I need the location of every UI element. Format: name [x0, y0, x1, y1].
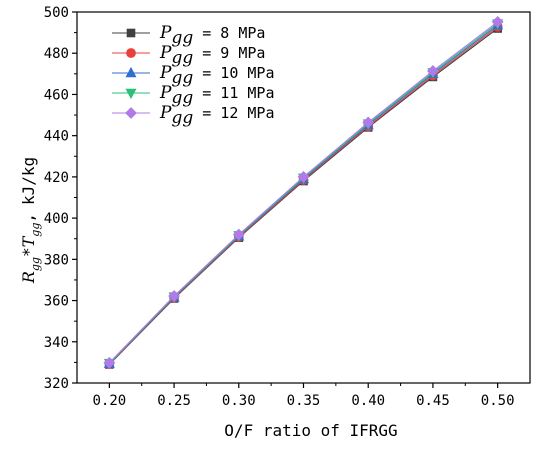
data-point [427, 65, 439, 77]
y-tick-label: 440 [44, 129, 69, 145]
legend-value: = 8 MPa [193, 24, 265, 42]
legend-marker [126, 48, 136, 58]
y-axis-r-symbol: R [19, 271, 38, 284]
legend-item-2: Pgg = 9 MPa [112, 43, 265, 68]
y-tick-label: 360 [44, 294, 69, 310]
legend-subscript: gg [171, 108, 193, 128]
data-point [297, 170, 310, 183]
legend-item-3: Pgg = 10 MPa [112, 63, 275, 88]
legend-value: = 10 MPa [193, 64, 274, 82]
legend-value: = 9 MPa [193, 44, 265, 62]
y-axis-t-subscript: gg [29, 223, 42, 237]
legend-item-5: Pgg = 12 MPa [112, 103, 275, 128]
legend-symbol: P [159, 103, 172, 123]
legend-marker [125, 66, 137, 78]
y-tick-label: 480 [44, 46, 69, 62]
y-axis-unit: kJ/kg [19, 157, 38, 205]
data-point [232, 228, 245, 241]
data-point [362, 116, 375, 129]
legend-item-4: Pgg = 11 MPa [112, 83, 275, 108]
y-axis-title: Rgg*Tgg,kJ/kg [19, 157, 42, 284]
y-axis-r-subscript: gg [29, 257, 42, 271]
data-point [491, 15, 504, 28]
x-tick-label: 0.50 [481, 393, 515, 409]
legend-value: = 11 MPa [193, 84, 274, 102]
x-axis-ticks: 0.20 0.25 0.30 0.35 0.40 0.45 0.50 [92, 383, 515, 409]
legend-subscript: gg [171, 88, 193, 108]
y-axis-star: * [19, 247, 38, 257]
y-tick-label: 420 [44, 170, 69, 186]
y-tick-label: 500 [44, 5, 69, 21]
x-axis-title: O/F ratio of IFRGG [224, 421, 397, 440]
x-tick-label: 0.35 [287, 393, 321, 409]
y-axis-comma: , [19, 213, 38, 223]
legend-symbol: P [159, 43, 172, 63]
legend-subscript: gg [171, 68, 193, 88]
data-point [168, 290, 180, 302]
y-tick-label: 460 [44, 87, 69, 103]
y-axis-t-symbol: T [19, 235, 38, 247]
x-tick-label: 0.20 [92, 393, 126, 409]
legend-marker [125, 107, 137, 119]
series-5 [103, 15, 504, 369]
data-point [103, 356, 116, 369]
y-tick-label: 400 [44, 211, 69, 227]
x-tick-label: 0.45 [416, 393, 450, 409]
y-tick-label: 340 [44, 335, 69, 351]
x-tick-label: 0.25 [157, 393, 191, 409]
legend-label: Pgg = 11 MPa [159, 83, 275, 108]
legend-item-1: Pgg = 8 MPa [112, 23, 265, 48]
series-layer [103, 15, 504, 370]
legend-label: Pgg = 10 MPa [159, 63, 275, 88]
y-axis-ticks: 320 340 360 380 400 420 440 460 480 500 [44, 5, 77, 392]
legend-label: Pgg = 8 MPa [159, 23, 265, 48]
legend-subscript: gg [171, 28, 193, 48]
legend-marker [125, 88, 137, 100]
y-tick-label: 380 [44, 252, 69, 268]
legend-label: Pgg = 9 MPa [159, 43, 265, 68]
legend-subscript: gg [171, 48, 193, 68]
legend-symbol: P [159, 63, 172, 83]
legend-label: Pgg = 12 MPa [159, 103, 275, 128]
x-tick-label: 0.40 [351, 393, 385, 409]
legend-value: = 12 MPa [193, 104, 274, 122]
legend-symbol: P [159, 23, 172, 43]
x-tick-label: 0.30 [222, 393, 256, 409]
y-tick-label: 320 [44, 376, 69, 392]
legend-marker [126, 28, 136, 38]
legend-symbol: P [159, 83, 172, 103]
